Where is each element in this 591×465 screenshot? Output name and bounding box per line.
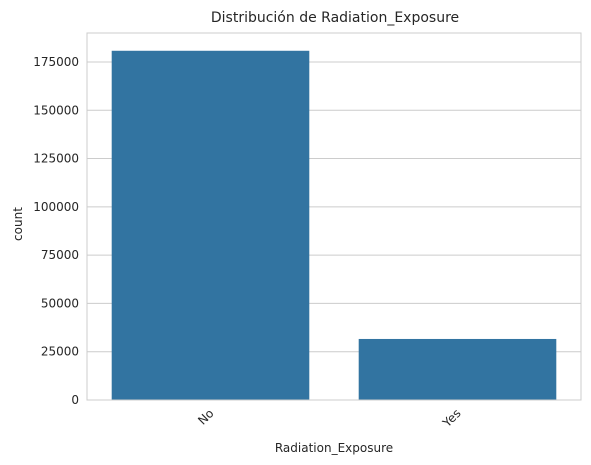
x-tick-label: No [195,406,216,427]
y-tick-label: 50000 [41,296,79,310]
bars [111,50,557,400]
x-axis-label: Radiation_Exposure [275,441,393,455]
y-axis-label: count [11,207,25,241]
y-tick-label: 175000 [33,55,79,69]
bar-no [111,50,310,400]
x-tick-label: Yes [439,406,463,430]
y-tick-label: 0 [71,393,79,407]
y-tick-label: 150000 [33,103,79,117]
y-axis-ticks: 0 25000 50000 75000 100000 125000 150000 175000 [33,55,79,407]
bar-yes [358,338,557,400]
y-tick-label: 75000 [41,248,79,262]
y-tick-label: 100000 [33,200,79,214]
x-axis-ticks: No Yes [195,406,463,430]
plot-frame [86,32,582,401]
chart-title: Distribución de Radiation_Exposure [211,10,459,26]
y-tick-label: 125000 [33,152,79,166]
y-tick-label: 25000 [41,345,79,359]
